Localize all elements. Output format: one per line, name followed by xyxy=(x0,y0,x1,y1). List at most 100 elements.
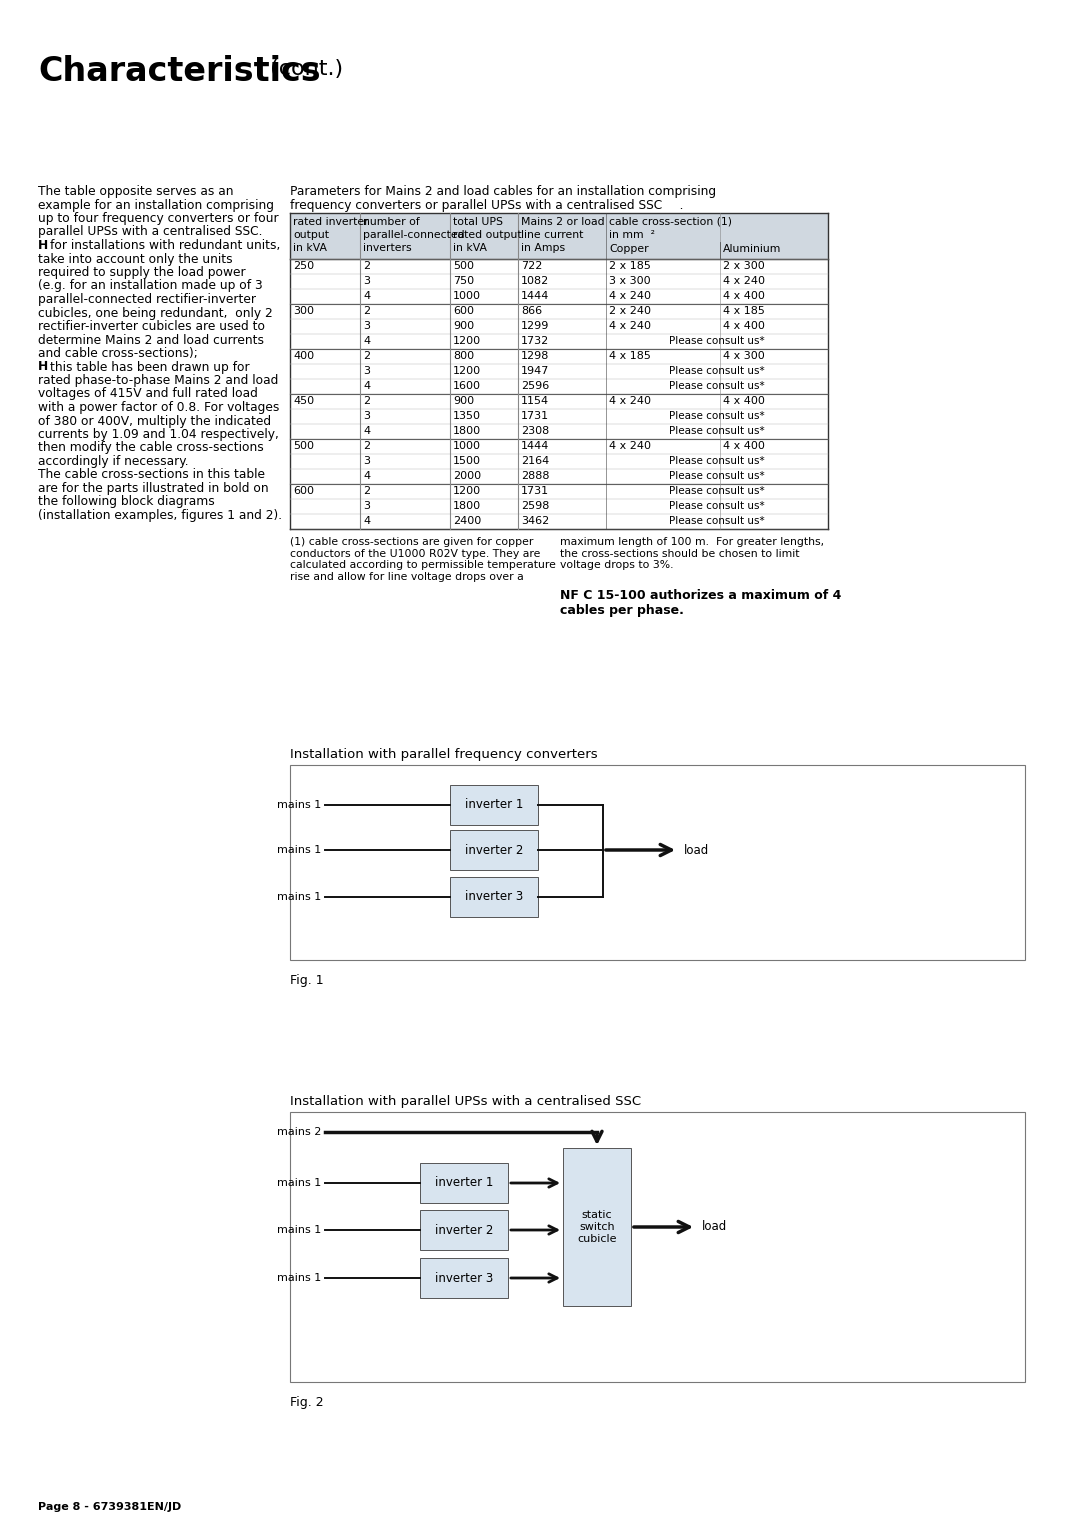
Text: Please consult us*: Please consult us* xyxy=(670,366,765,376)
Text: 2 x 185: 2 x 185 xyxy=(609,261,651,270)
Text: 1350: 1350 xyxy=(453,411,481,421)
Text: 4 x 240: 4 x 240 xyxy=(609,395,651,406)
Text: 4 x 185: 4 x 185 xyxy=(609,351,651,360)
Text: mains 1: mains 1 xyxy=(276,800,321,809)
Text: with a power factor of 0.8. For voltages: with a power factor of 0.8. For voltages xyxy=(38,402,280,414)
Bar xyxy=(420,1209,508,1251)
Text: 3: 3 xyxy=(363,321,370,331)
Text: cable cross-section (1): cable cross-section (1) xyxy=(609,217,732,228)
Bar xyxy=(420,1164,508,1203)
Text: Fig. 1: Fig. 1 xyxy=(291,974,324,986)
Text: 722: 722 xyxy=(521,261,542,270)
Text: required to supply the load power: required to supply the load power xyxy=(38,266,245,279)
Text: 3 x 300: 3 x 300 xyxy=(609,276,650,286)
Text: Fig. 2: Fig. 2 xyxy=(291,1396,324,1409)
Text: 1000: 1000 xyxy=(453,441,481,450)
Text: 2888: 2888 xyxy=(521,470,550,481)
Text: 1200: 1200 xyxy=(453,366,481,376)
Text: output: output xyxy=(293,231,329,240)
Text: determine Mains 2 and load currents: determine Mains 2 and load currents xyxy=(38,333,264,347)
Text: 800: 800 xyxy=(453,351,474,360)
Text: 3: 3 xyxy=(363,366,370,376)
Text: 2 x 240: 2 x 240 xyxy=(609,305,651,316)
Bar xyxy=(563,1148,631,1306)
Text: 600: 600 xyxy=(293,486,314,496)
Text: rectifier-inverter cubicles are used to: rectifier-inverter cubicles are used to xyxy=(38,321,265,333)
Text: inverter 3: inverter 3 xyxy=(435,1272,494,1284)
Text: 4 x 240: 4 x 240 xyxy=(723,276,765,286)
Text: inverter 2: inverter 2 xyxy=(464,843,523,857)
Text: mains 1: mains 1 xyxy=(276,844,321,855)
Bar xyxy=(450,876,538,918)
Text: 4 x 300: 4 x 300 xyxy=(723,351,765,360)
Text: the following block diagrams: the following block diagrams xyxy=(38,495,215,508)
Text: accordingly if necessary.: accordingly if necessary. xyxy=(38,455,189,467)
Text: 3: 3 xyxy=(363,501,370,512)
Text: inverter 1: inverter 1 xyxy=(435,1176,494,1190)
Text: 2: 2 xyxy=(363,351,370,360)
Text: 1154: 1154 xyxy=(521,395,549,406)
Text: inverter 1: inverter 1 xyxy=(464,799,523,811)
Text: 1444: 1444 xyxy=(521,292,550,301)
Text: Parameters for Mains 2 and load cables for an installation comprising: Parameters for Mains 2 and load cables f… xyxy=(291,185,716,199)
Text: Please consult us*: Please consult us* xyxy=(670,426,765,437)
Text: 750: 750 xyxy=(453,276,474,286)
Text: inverter 3: inverter 3 xyxy=(464,890,523,904)
Text: 1299: 1299 xyxy=(521,321,550,331)
Text: line current: line current xyxy=(521,231,583,240)
Text: inverters: inverters xyxy=(363,243,411,253)
Text: in kVA: in kVA xyxy=(453,243,487,253)
Text: 1731: 1731 xyxy=(521,411,549,421)
Text: Aluminium: Aluminium xyxy=(723,244,781,253)
Text: 600: 600 xyxy=(453,305,474,316)
Text: 2: 2 xyxy=(363,441,370,450)
Text: 2598: 2598 xyxy=(521,501,550,512)
Text: mains 2: mains 2 xyxy=(276,1127,321,1138)
Text: parallel-connected: parallel-connected xyxy=(363,231,464,240)
Text: 866: 866 xyxy=(521,305,542,316)
Text: The table opposite serves as an: The table opposite serves as an xyxy=(38,185,233,199)
Text: Please consult us*: Please consult us* xyxy=(670,516,765,525)
Text: and cable cross-sections);: and cable cross-sections); xyxy=(38,347,198,360)
Text: number of: number of xyxy=(363,217,420,228)
Text: (e.g. for an installation made up of 3: (e.g. for an installation made up of 3 xyxy=(38,279,262,293)
Text: .: . xyxy=(669,199,684,212)
Text: mains 1: mains 1 xyxy=(276,1177,321,1188)
Text: 1732: 1732 xyxy=(521,336,550,347)
Text: in mm  ²: in mm ² xyxy=(609,231,654,240)
Text: example for an installation comprising: example for an installation comprising xyxy=(38,199,274,212)
Text: 500: 500 xyxy=(293,441,314,450)
Text: 4 x 185: 4 x 185 xyxy=(723,305,765,316)
Text: (cont.): (cont.) xyxy=(264,60,343,79)
Text: 250: 250 xyxy=(293,261,314,270)
Text: 2: 2 xyxy=(363,305,370,316)
Text: 1000: 1000 xyxy=(453,292,481,301)
Text: 1800: 1800 xyxy=(453,426,481,437)
Text: cubicles, one being redundant,  only 2: cubicles, one being redundant, only 2 xyxy=(38,307,273,319)
Text: parallel-connected rectifier-inverter: parallel-connected rectifier-inverter xyxy=(38,293,256,305)
Text: 2308: 2308 xyxy=(521,426,550,437)
Text: Please consult us*: Please consult us* xyxy=(670,501,765,512)
Text: Installation with parallel UPSs with a centralised SSC: Installation with parallel UPSs with a c… xyxy=(291,1095,642,1109)
Text: 2596: 2596 xyxy=(521,382,550,391)
Text: 4 x 400: 4 x 400 xyxy=(723,292,765,301)
Text: Please consult us*: Please consult us* xyxy=(670,470,765,481)
Text: 2: 2 xyxy=(363,261,370,270)
Text: in Amps: in Amps xyxy=(521,243,565,253)
Text: 1298: 1298 xyxy=(521,351,550,360)
Text: (installation examples, figures 1 and 2).: (installation examples, figures 1 and 2)… xyxy=(38,508,282,522)
Text: 1200: 1200 xyxy=(453,486,481,496)
Text: The cable cross-sections in this table: The cable cross-sections in this table xyxy=(38,469,265,481)
Text: 4: 4 xyxy=(363,426,370,437)
Text: 1444: 1444 xyxy=(521,441,550,450)
Text: H: H xyxy=(38,360,49,374)
Text: 2164: 2164 xyxy=(521,457,550,466)
Text: 1800: 1800 xyxy=(453,501,481,512)
Text: NF C 15-100 authorizes a maximum of 4
cables per phase.: NF C 15-100 authorizes a maximum of 4 ca… xyxy=(561,589,841,617)
Text: 1947: 1947 xyxy=(521,366,550,376)
Text: 4: 4 xyxy=(363,470,370,481)
Text: 4 x 400: 4 x 400 xyxy=(723,321,765,331)
Text: 1600: 1600 xyxy=(453,382,481,391)
Text: voltages of 415V and full rated load: voltages of 415V and full rated load xyxy=(38,388,258,400)
Text: currents by 1.09 and 1.04 respectively,: currents by 1.09 and 1.04 respectively, xyxy=(38,428,279,441)
